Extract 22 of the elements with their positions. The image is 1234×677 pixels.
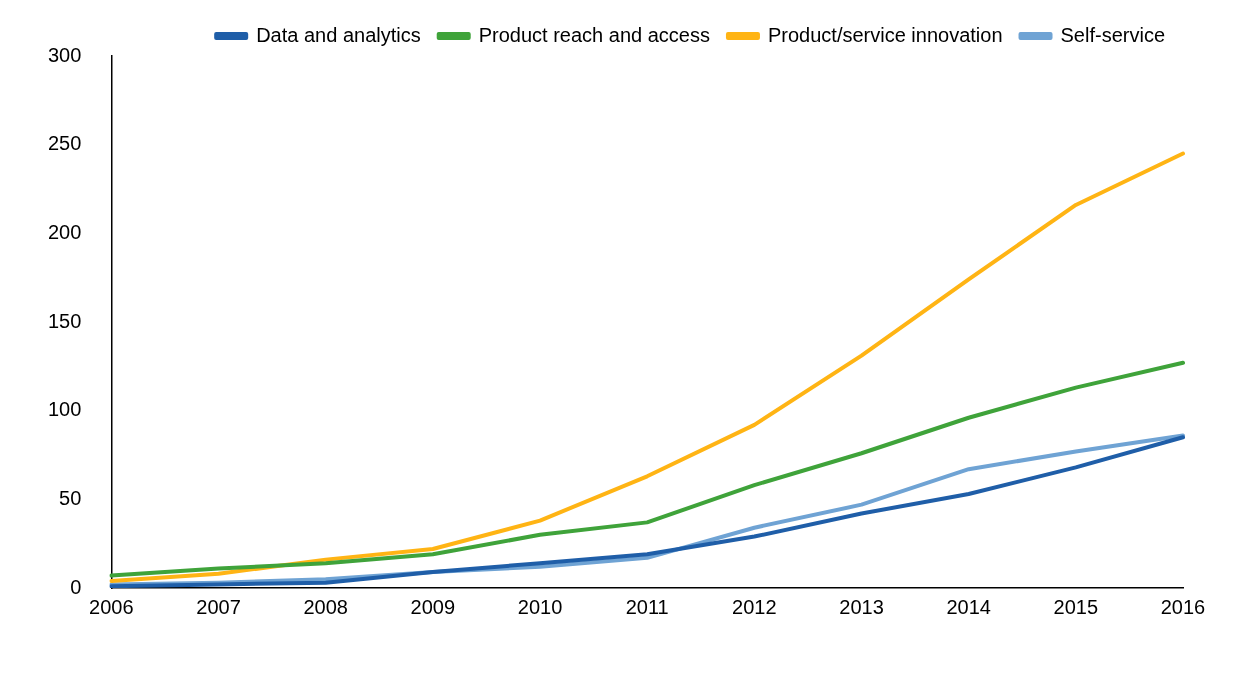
x-tick-label: 2009 — [410, 595, 456, 618]
legend-label: Data and analytics — [256, 23, 421, 46]
x-tick-label: 2008 — [303, 595, 348, 618]
x-tick-label: 2016 — [1160, 595, 1206, 618]
x-tick-label: 2006 — [89, 595, 134, 618]
x-tick-label: 2012 — [732, 595, 777, 618]
y-tick-label: 200 — [47, 220, 82, 243]
y-tick-label: 50 — [59, 486, 82, 509]
y-tick-label: 250 — [47, 132, 82, 155]
legend-label: Self-service — [1060, 23, 1166, 46]
x-tick-label: 2014 — [946, 595, 991, 618]
x-tick-label: 2015 — [1053, 595, 1099, 618]
x-tick-label: 2011 — [625, 595, 669, 618]
legend-label: Product/service innovation — [767, 23, 1003, 46]
x-tick-label: 2010 — [517, 595, 563, 618]
y-tick-label: 150 — [47, 309, 82, 332]
legend-label: Product reach and access — [478, 23, 710, 46]
y-tick-label: 100 — [47, 398, 82, 421]
y-tick-label: 300 — [47, 43, 82, 66]
x-tick-label: 2007 — [196, 595, 241, 618]
x-tick-label: 2013 — [839, 595, 884, 618]
y-tick-label: 0 — [70, 575, 82, 598]
